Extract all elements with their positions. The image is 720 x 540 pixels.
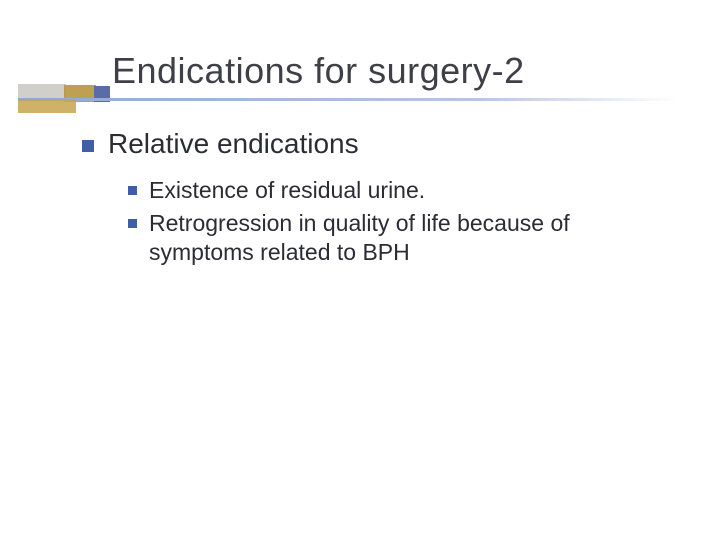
list-item: Relative endications	[82, 128, 680, 160]
title-underline	[18, 98, 678, 101]
title-decoration-gray	[18, 84, 66, 99]
slide: Endications for surgery-2 Relative endic…	[0, 0, 720, 540]
content-region: Relative endications Existence of residu…	[82, 128, 680, 270]
list-item-text: Retrogression in quality of life because…	[149, 209, 679, 267]
title-decoration-gold-b	[18, 99, 76, 113]
list-item: Existence of residual urine.	[128, 176, 680, 205]
slide-title: Endications for surgery-2	[112, 50, 680, 92]
square-bullet-icon	[128, 186, 137, 195]
square-bullet-icon	[128, 219, 137, 228]
list-item-text: Existence of residual urine.	[149, 176, 425, 205]
list-item-text: Relative endications	[108, 128, 359, 160]
list-item: Retrogression in quality of life because…	[128, 209, 680, 267]
sublist: Existence of residual urine. Retrogressi…	[128, 176, 680, 266]
title-region: Endications for surgery-2	[112, 50, 680, 92]
square-bullet-icon	[82, 140, 94, 152]
